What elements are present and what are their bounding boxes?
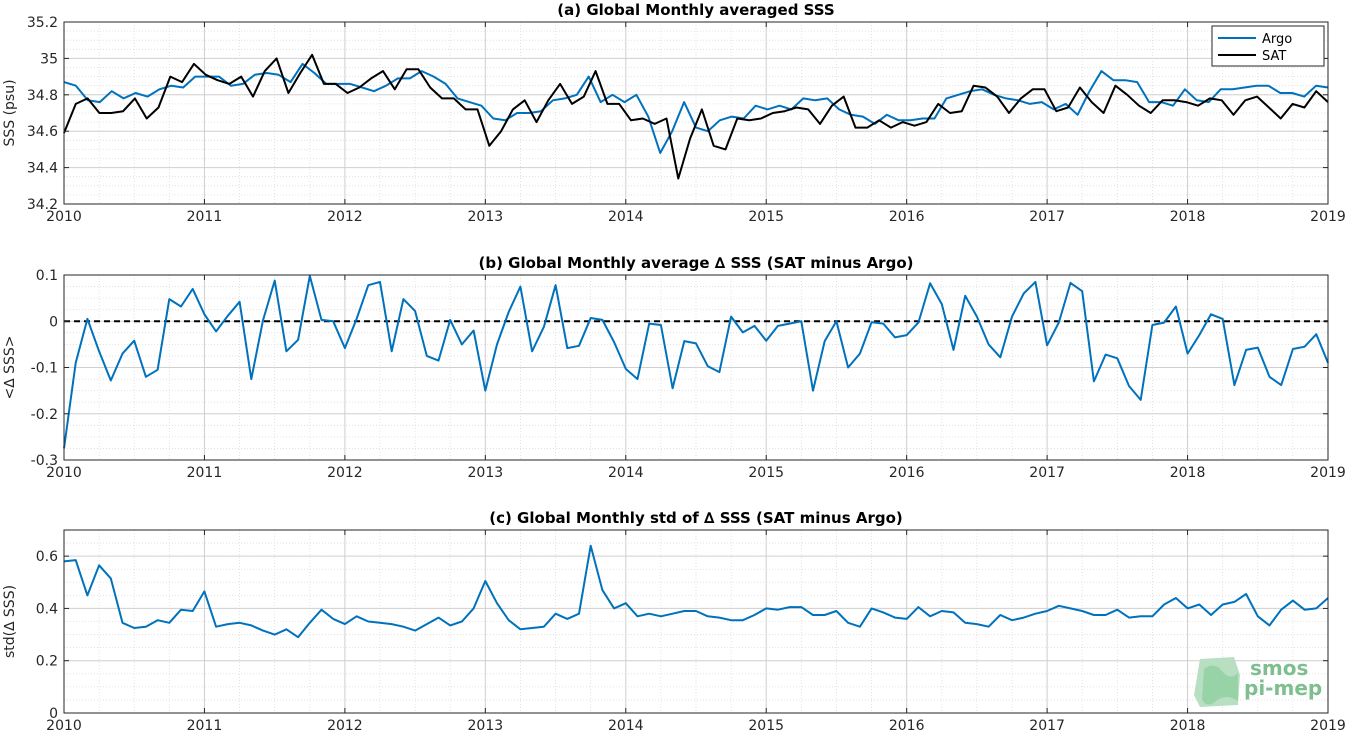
y-tick-label: 0.1 — [36, 268, 58, 284]
legend-label-sat: SAT — [1262, 49, 1286, 64]
x-tick-label: 2010 — [46, 718, 82, 734]
x-tick-label: 2016 — [889, 465, 925, 481]
x-tick-label: 2014 — [608, 718, 644, 734]
panel-a: 2010 2011 2012 2013 2014 2015 2016 2017 2018 2019… — [2, 1, 1346, 225]
y-tick-label: -0.1 — [31, 361, 58, 377]
x-tick-label: 2016 — [889, 718, 925, 734]
x-tick-label: 2015 — [748, 209, 784, 225]
chart-title: (a) Global Monthly averaged SSS — [557, 1, 834, 19]
x-tick-label: 2015 — [748, 718, 784, 734]
y-tick-label: 34.6 — [27, 124, 58, 140]
legend-box — [1211, 25, 1325, 67]
x-tick-label: 2018 — [1170, 209, 1206, 225]
chart-title: (b) Global Monthly average ∆ SSS (SAT mi… — [479, 254, 914, 272]
y-tick-label: 34.4 — [27, 161, 58, 177]
x-tick-label: 2011 — [187, 209, 223, 225]
y-tick-label: 35.2 — [27, 15, 58, 31]
plot-frame — [63, 21, 1329, 205]
x-tick-label: 2013 — [468, 718, 504, 734]
panel-c: 2010 2011 2012 2013 2014 2015 2016 2017 2018 2019… — [2, 509, 1346, 734]
y-axis-label: SSS (psu) — [2, 79, 18, 146]
series-line-sat — [63, 53, 1329, 180]
x-tick-label: 2017 — [1029, 209, 1065, 225]
y-tick-label: 0 — [49, 314, 58, 330]
series-line-delta — [63, 274, 1329, 449]
y-tick-label: -0.3 — [31, 453, 58, 469]
x-tick-label: 2010 — [46, 209, 82, 225]
x-tick-label: 2019 — [1310, 465, 1346, 481]
watermark-line1: smos — [1250, 656, 1308, 680]
x-tick-label: 2010 — [46, 465, 82, 481]
y-tick-label: -0.2 — [31, 407, 58, 423]
logo-wave-shape-inner — [1202, 665, 1238, 705]
legend-label-argo: Argo — [1262, 32, 1292, 47]
x-tick-label: 2013 — [468, 465, 504, 481]
y-tick-label: 35 — [40, 51, 58, 67]
y-axis-label: std(∆ SSS) — [2, 585, 18, 658]
watermark-logo: smos pi-mep — [1194, 656, 1322, 707]
x-tick-label: 2017 — [1029, 465, 1065, 481]
y-tick-label: 0.4 — [36, 601, 58, 617]
x-tick-label: 2011 — [187, 465, 223, 481]
x-tick-label: 2018 — [1170, 465, 1206, 481]
x-tick-label: 2018 — [1170, 718, 1206, 734]
x-tick-label: 2013 — [468, 209, 504, 225]
x-tick-label: 2019 — [1310, 718, 1346, 734]
y-tick-label: 34.8 — [27, 88, 58, 104]
x-tick-label: 2014 — [608, 209, 644, 225]
x-tick-label: 2014 — [608, 465, 644, 481]
x-tick-label: 2017 — [1029, 718, 1065, 734]
x-tick-label: 2012 — [327, 465, 363, 481]
plot-frame — [63, 529, 1329, 714]
y-tick-label: 0.2 — [36, 654, 58, 670]
series-line-argo — [63, 62, 1329, 154]
x-tick-label: 2012 — [327, 718, 363, 734]
chart-title: (c) Global Monthly std of ∆ SSS (SAT min… — [489, 509, 903, 527]
x-tick-label: 2011 — [187, 718, 223, 734]
y-axis-label: <∆ SSS> — [2, 336, 18, 400]
legend: Argo SAT — [1211, 25, 1325, 67]
panel-b: 2010 2011 2012 2013 2014 2015 2016 2017 2018 2019… — [2, 254, 1346, 481]
y-tick-label: 0.6 — [36, 549, 58, 565]
x-tick-label: 2015 — [748, 465, 784, 481]
y-tick-label: 0 — [49, 706, 58, 722]
y-tick-label: 34.2 — [27, 197, 58, 213]
series-line-delta — [63, 544, 1329, 639]
x-tick-label: 2019 — [1310, 209, 1346, 225]
watermark-line2: pi-mep — [1244, 676, 1322, 700]
x-tick-label: 2016 — [889, 209, 925, 225]
x-tick-label: 2012 — [327, 209, 363, 225]
